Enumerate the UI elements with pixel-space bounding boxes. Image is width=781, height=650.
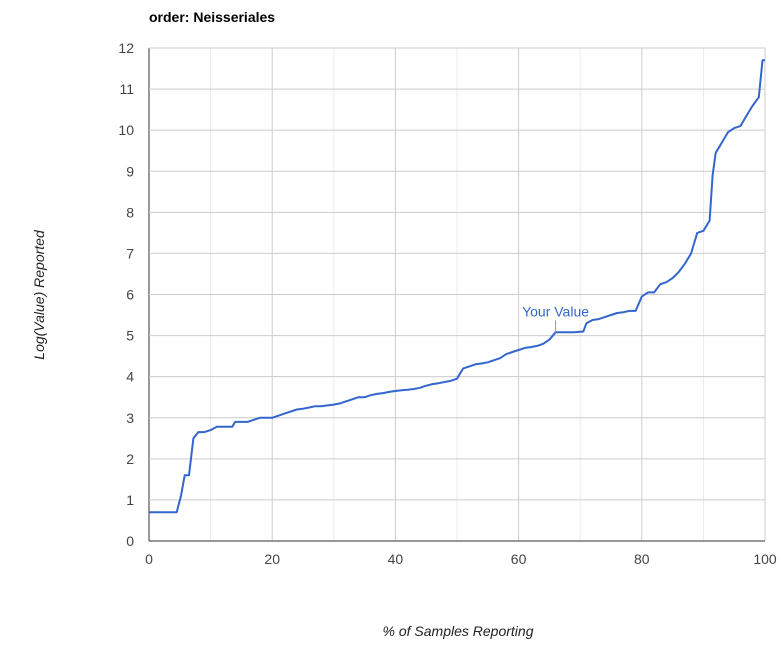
annotation-label: Your Value (522, 303, 589, 319)
y-tick-label: 3 (126, 410, 134, 426)
y-axis-title: Log(Value) Reported (31, 229, 47, 360)
y-tick-label: 2 (126, 451, 134, 467)
y-tick-label: 9 (126, 163, 134, 179)
y-tick-label: 4 (126, 369, 134, 385)
x-tick-label: 0 (145, 551, 153, 567)
x-axis-ticks: 0 20 40 60 80 100 (145, 551, 777, 567)
y-tick-label: 11 (119, 81, 134, 97)
y-tick-label: 0 (126, 533, 134, 549)
x-axis-title: % of Samples Reporting (383, 623, 534, 639)
y-tick-label: 12 (118, 40, 134, 56)
y-tick-label: 1 (126, 492, 134, 508)
x-tick-label: 20 (264, 551, 280, 567)
chart-annotations: Your Value (522, 303, 589, 333)
chart-series (149, 59, 765, 514)
x-tick-label: 80 (634, 551, 650, 567)
x-tick-label: 100 (753, 551, 777, 567)
y-tick-label: 10 (118, 122, 134, 138)
y-tick-label: 6 (126, 287, 134, 303)
chart-grid (148, 47, 766, 542)
y-tick-label: 5 (126, 328, 134, 344)
x-tick-label: 60 (511, 551, 527, 567)
x-tick-label: 40 (388, 551, 404, 567)
series-line (149, 59, 765, 514)
y-tick-label: 8 (126, 204, 134, 220)
y-tick-label: 7 (126, 245, 134, 261)
chart-title: order: Neisseriales (149, 9, 275, 25)
